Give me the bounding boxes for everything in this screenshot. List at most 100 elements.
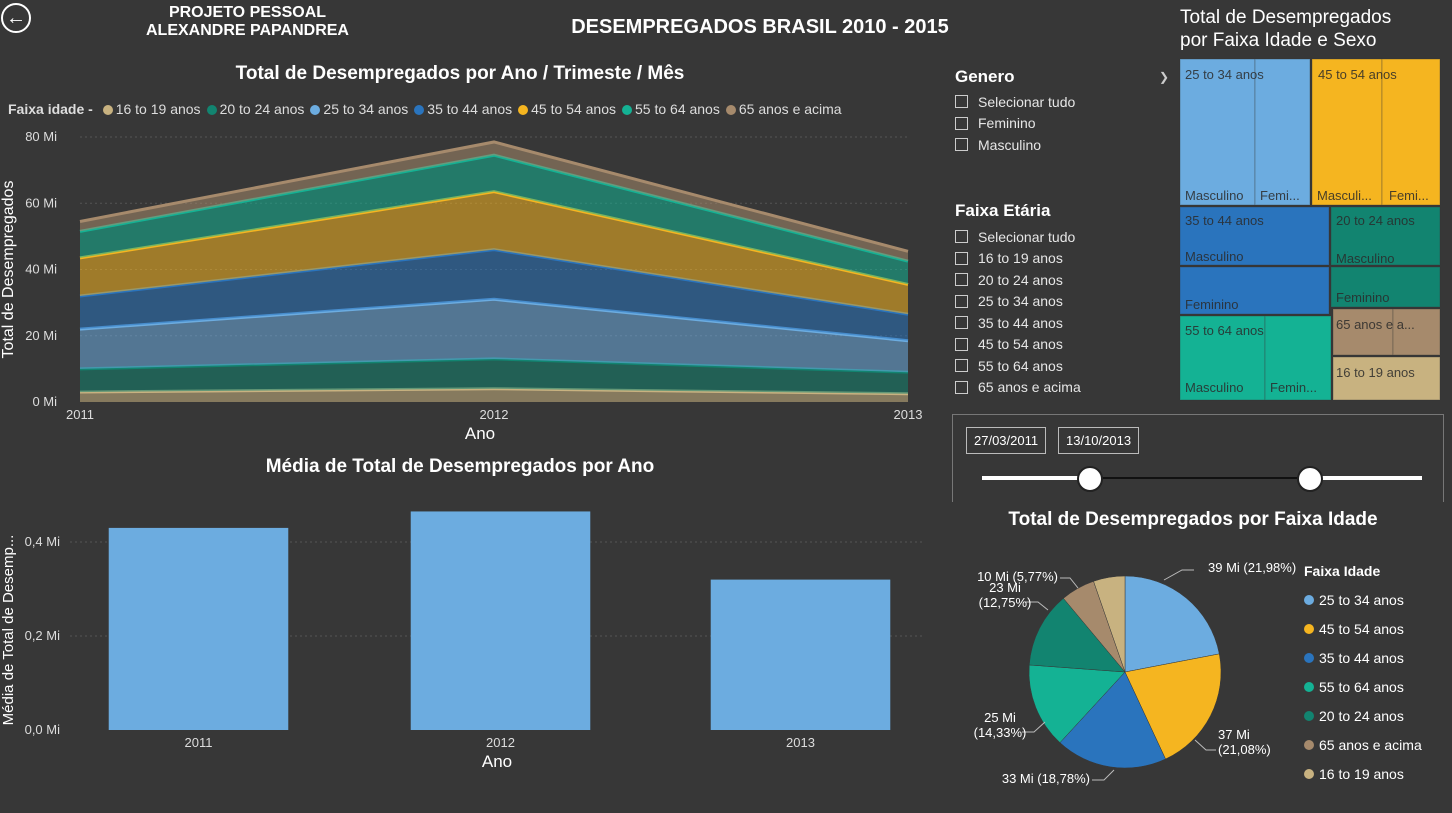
faixa-slicer-option[interactable]: 55 to 64 anos (955, 355, 1165, 377)
treemap-cell[interactable] (1311, 58, 1383, 206)
bar-2011[interactable] (108, 527, 289, 730)
treemap-cell[interactable] (1392, 308, 1441, 356)
option-label: 25 to 34 anos (978, 293, 1063, 310)
treemap-cell[interactable] (1330, 266, 1441, 308)
faixa-slicer-option[interactable]: 20 to 24 anos (955, 269, 1165, 291)
faixa-slicer-option[interactable]: 16 to 19 anos (955, 248, 1165, 270)
checkbox[interactable] (955, 273, 968, 287)
pie-legend-item[interactable]: 35 to 44 anos (1304, 643, 1449, 672)
y-axis-title: Média de Total de Desemp... (0, 535, 17, 726)
project-label: PROJETO PESSOAL ALEXANDRE PAPANDREA (120, 4, 375, 40)
faixa-slicer-option[interactable]: Selecionar tudo (955, 226, 1165, 248)
faixa-slicer-option[interactable]: 25 to 34 anos (955, 291, 1165, 313)
legend-label: 65 anos e acima (738, 101, 842, 117)
date-slider-start-handle[interactable] (1077, 466, 1103, 492)
treemap-label: 55 to 64 anos (1185, 323, 1264, 338)
option-label: 16 to 19 anos (978, 250, 1063, 267)
pie-data-label: 39 Mi (21,98%) (1208, 560, 1296, 575)
y-tick-label: 60 Mi (25, 195, 57, 210)
treemap-cell[interactable] (1330, 206, 1441, 266)
y-axis-title: Total de Desempregados (0, 181, 17, 359)
date-slider-end-handle[interactable] (1297, 466, 1323, 492)
pie-legend-label: 65 anos e acima (1319, 736, 1422, 753)
treemap-cell[interactable] (1179, 58, 1256, 206)
y-tick-label: 20 Mi (25, 328, 57, 343)
checkbox[interactable] (955, 359, 968, 373)
faixa-slicer-option[interactable]: 65 anos e acima (955, 377, 1165, 399)
pie-legend-item[interactable]: 25 to 34 anos (1304, 585, 1449, 614)
treemap-cell[interactable] (1264, 315, 1332, 401)
legend-item[interactable]: 45 to 54 anos (518, 101, 616, 117)
genero-slicer-option[interactable]: Selecionar tudo (955, 91, 1165, 113)
treemap-label: 45 to 54 anos (1318, 67, 1397, 82)
pie-legend-title: Faixa Idade (1304, 563, 1381, 579)
pie-slice-6[interactable] (1093, 575, 1126, 673)
treemap-label: Femi... (1260, 188, 1300, 203)
checkbox[interactable] (955, 316, 968, 330)
legend-item[interactable]: 20 to 24 anos (206, 101, 304, 117)
page-title: DESEMPREGADOS BRASIL 2010 - 2015 (571, 16, 949, 38)
treemap-cell[interactable] (1254, 58, 1311, 206)
checkbox[interactable] (955, 138, 968, 152)
pie-legend-label: 20 to 24 anos (1319, 707, 1404, 724)
y-tick-label: 0,0 Mi (25, 722, 61, 737)
pie-slice-2[interactable] (1059, 671, 1166, 769)
pie-legend-label: 35 to 44 anos (1319, 649, 1404, 666)
pie-slice-4[interactable] (1028, 597, 1126, 673)
checkbox[interactable] (955, 251, 968, 265)
area-series-1[interactable] (80, 358, 908, 394)
pie-legend-item[interactable]: 45 to 54 anos (1304, 614, 1449, 643)
checkbox[interactable] (955, 116, 968, 130)
pie-legend-item[interactable]: 55 to 64 anos (1304, 672, 1449, 701)
legend-item[interactable]: 55 to 64 anos (622, 101, 720, 117)
pie-slice-0[interactable] (1124, 575, 1220, 673)
bar-chart: 0,0 Mi 0,2 Mi 0,4 Mi 2011 2012 2013 Ano Média d… (0, 511, 925, 771)
treemap-cell[interactable] (1179, 266, 1330, 315)
x-tick-label: 2013 (786, 735, 815, 750)
checkbox[interactable] (955, 95, 968, 109)
x-tick-label: 2012 (480, 407, 509, 422)
option-label: 55 to 64 anos (978, 357, 1063, 374)
treemap-cell[interactable] (1332, 308, 1394, 356)
checkbox[interactable] (955, 337, 968, 351)
back-button[interactable]: ← (1, 3, 31, 33)
pie-legend-item[interactable]: 65 anos e acima (1304, 730, 1449, 759)
area-series-3[interactable] (80, 249, 908, 341)
treemap-cell[interactable] (1332, 356, 1441, 401)
checkbox[interactable] (955, 380, 968, 394)
legend-title: Faixa idade - (8, 101, 93, 117)
legend-label: 55 to 64 anos (635, 101, 720, 117)
pie-slice-3[interactable] (1028, 664, 1126, 743)
pie-legend-item[interactable]: 20 to 24 anos (1304, 701, 1449, 730)
date-end-input[interactable]: 13/10/2013 (1058, 427, 1140, 454)
legend-item[interactable]: 25 to 34 anos (310, 101, 408, 117)
treemap-cell[interactable] (1179, 315, 1266, 401)
legend-item[interactable]: 16 to 19 anos (102, 101, 201, 117)
checkbox[interactable] (955, 230, 968, 244)
bar-2012[interactable] (410, 511, 591, 730)
legend-item[interactable]: 35 to 44 anos (414, 101, 512, 117)
date-start-input[interactable]: 27/03/2011 (966, 427, 1047, 454)
pie-leader-line (1022, 721, 1046, 733)
checkbox[interactable] (955, 294, 968, 308)
treemap-label: 16 to 19 anos (1336, 365, 1415, 380)
area-series-4[interactable] (80, 191, 908, 315)
treemap-label: Masculino (1185, 249, 1244, 264)
treemap-label: 25 to 34 anos (1185, 67, 1264, 82)
genero-slicer-option[interactable]: Feminino (955, 113, 1165, 135)
pie-legend-item[interactable]: 16 to 19 anos (1304, 759, 1449, 788)
treemap-cell[interactable] (1179, 206, 1330, 266)
genero-slicer-option[interactable]: Masculino (955, 134, 1165, 156)
pie-data-label: 25 Mi (984, 710, 1016, 725)
bar-2013[interactable] (710, 579, 891, 730)
treemap-label: 65 anos e a... (1336, 317, 1415, 332)
pie-legend-label: 16 to 19 anos (1319, 765, 1404, 782)
treemap-cell[interactable] (1381, 58, 1441, 206)
area-series-2[interactable] (80, 299, 908, 373)
chevron-down-icon[interactable]: ❯ (1158, 70, 1169, 84)
faixa-slicer-option[interactable]: 45 to 54 anos (955, 334, 1165, 356)
faixa-slicer-option[interactable]: 35 to 44 anos (955, 312, 1165, 334)
legend-dot-icon (1304, 594, 1314, 605)
pie-slice-1[interactable] (1124, 653, 1222, 760)
legend-item[interactable]: 65 anos e acima (725, 101, 842, 117)
